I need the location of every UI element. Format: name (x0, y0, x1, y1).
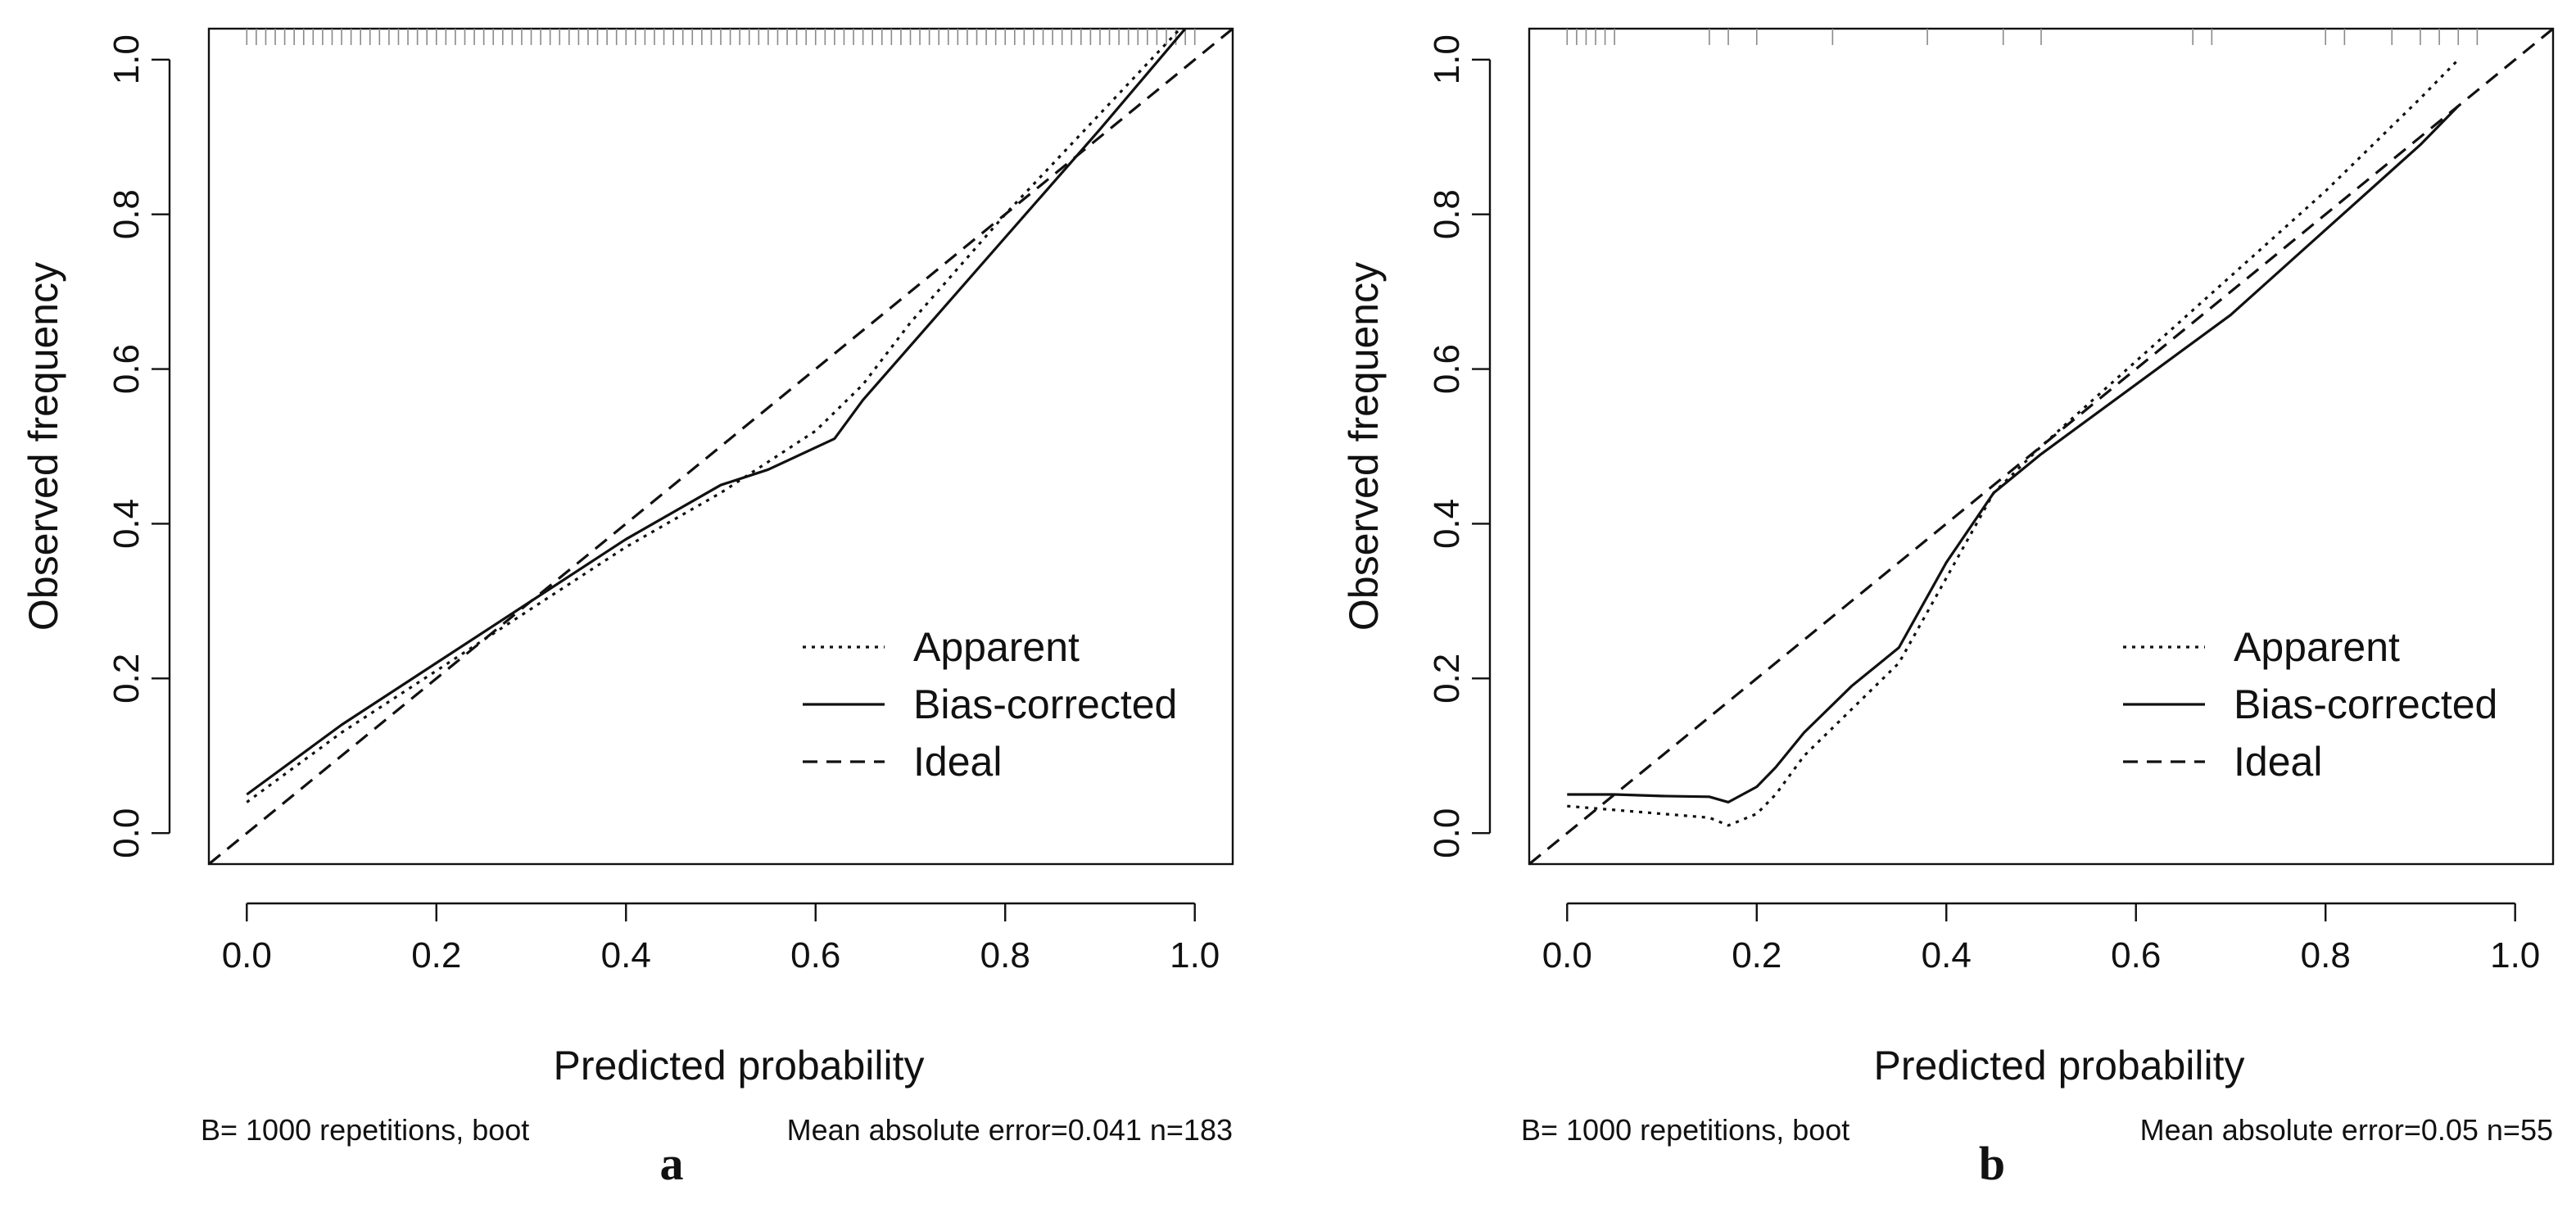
footer-right-text: Mean absolute error=0.05 n=55 (2140, 1113, 2553, 1147)
curves (1529, 29, 2553, 864)
x-tick-label: 0.0 (1542, 935, 1592, 975)
panel-letter: a (660, 1137, 684, 1190)
footer-right-text: Mean absolute error=0.041 n=183 (787, 1113, 1233, 1147)
series-apparent-line (1567, 58, 2460, 827)
y-tick-label: 0.0 (106, 808, 147, 858)
legend-label: Ideal (913, 739, 1002, 785)
legend-label: Apparent (2234, 624, 2400, 670)
y-tick-label: 0.4 (1427, 499, 1467, 549)
legend-label: Bias-corrected (913, 681, 1177, 727)
series-apparent-line (246, 29, 1183, 803)
y-axis-title: Observed frequency (1341, 262, 1387, 631)
legend-label: Apparent (913, 624, 1080, 670)
footer-left-text: B= 1000 repetitions, boot (201, 1113, 529, 1147)
x-tick-label: 0.2 (1732, 935, 1781, 975)
y-tick-label: 0.4 (106, 499, 147, 549)
footer-left-text: B= 1000 repetitions, boot (1521, 1113, 1849, 1147)
y-tick-label: 1.0 (106, 34, 147, 84)
series-bias-corrected-line (1567, 105, 2460, 804)
y-tick-label: 0.0 (1427, 808, 1467, 858)
rug-marks (1566, 29, 2479, 45)
y-tick-label: 0.6 (106, 344, 147, 394)
calibration-plot-a: 0.0 0.2 0.4 0.6 0.8 1.0 0.0 0.2 0.4 0.6 0.8 1.0 Pred… (20, 27, 1234, 1190)
y-tick-label: 1.0 (1427, 34, 1467, 84)
x-axis-title: Predicted probability (553, 1043, 924, 1089)
calibration-plot-b: 0.0 0.2 0.4 0.6 0.8 1.0 0.0 0.2 0.4 0.6 0.8 1.0 Pred… (1341, 27, 2555, 1190)
curves (209, 29, 1233, 864)
series-ideal-line (1529, 29, 2553, 864)
x-tick-label: 0.8 (2301, 935, 2351, 975)
legend-label: Ideal (2234, 739, 2322, 785)
x-tick-label: 0.2 (411, 935, 461, 975)
x-axis-title: Predicted probability (1873, 1043, 2244, 1089)
x-tick-label: 0.6 (790, 935, 840, 975)
y-tick-label: 0.6 (1427, 344, 1467, 394)
series-ideal-line (209, 29, 1233, 864)
panel-letter: b (1979, 1137, 2005, 1190)
y-tick-label: 0.8 (1427, 189, 1467, 239)
y-tick-label: 0.2 (106, 654, 147, 704)
y-tick-label: 0.8 (106, 189, 147, 239)
x-tick-label: 0.6 (2111, 935, 2161, 975)
y-tick-label: 0.2 (1427, 654, 1467, 704)
rug-marks (246, 29, 1196, 45)
x-tick-label: 0.4 (601, 935, 651, 975)
y-axis-title: Observed frequency (20, 262, 66, 631)
legend-label: Bias-corrected (2234, 681, 2497, 727)
x-tick-label: 1.0 (1170, 935, 1220, 975)
x-tick-label: 1.0 (2490, 935, 2540, 975)
x-tick-label: 0.0 (222, 935, 272, 975)
x-tick-label: 0.8 (980, 935, 1030, 975)
x-tick-label: 0.4 (1922, 935, 1972, 975)
series-bias-corrected-line (246, 29, 1187, 796)
